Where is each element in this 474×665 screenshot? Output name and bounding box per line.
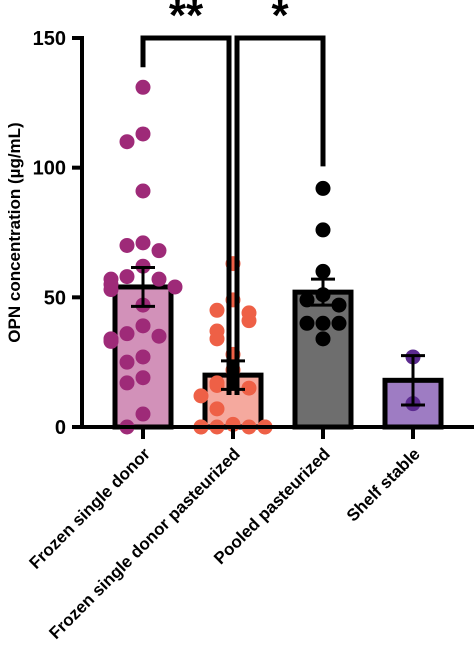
data-point-0-4 <box>135 235 151 251</box>
data-point-2-6 <box>315 315 331 331</box>
data-point-2-5 <box>331 297 347 313</box>
data-point-2-0 <box>315 180 331 196</box>
data-point-1-6 <box>209 331 225 347</box>
data-point-0-0 <box>135 79 151 95</box>
significance-bracket-1 <box>234 35 326 395</box>
x-category-label-3: Shelf stable <box>343 444 424 525</box>
y-tick-label-3: 150 <box>33 28 66 50</box>
data-point-0-6 <box>151 243 167 259</box>
data-point-1-13 <box>209 401 225 417</box>
significance-label-1: * <box>271 0 289 40</box>
data-point-1-2 <box>209 302 225 318</box>
data-point-0-13 <box>103 282 119 298</box>
data-point-1-11 <box>241 380 257 396</box>
data-point-0-17 <box>151 328 167 344</box>
data-point-0-20 <box>135 349 151 365</box>
y-axis-label: OPN concentration (µg/mL) <box>5 122 24 342</box>
y-tick-label-1: 50 <box>44 287 66 309</box>
data-point-2-2 <box>315 263 331 279</box>
significance-bracket-0 <box>140 35 232 395</box>
y-tick-label-2: 100 <box>33 158 66 180</box>
data-point-1-10 <box>209 378 225 394</box>
y-tick-label-0: 0 <box>55 417 66 439</box>
data-point-2-9 <box>315 331 331 347</box>
significance-label-0: ** <box>169 0 204 40</box>
data-point-0-23 <box>119 375 135 391</box>
data-point-0-15 <box>135 318 151 334</box>
data-point-0-5 <box>119 237 135 253</box>
data-point-1-4 <box>241 313 257 329</box>
data-point-0-24 <box>135 406 151 422</box>
data-point-0-1 <box>135 126 151 142</box>
data-point-2-7 <box>299 315 315 331</box>
data-point-0-16 <box>119 326 135 342</box>
data-point-2-4 <box>299 292 315 308</box>
data-point-0-22 <box>135 370 151 386</box>
data-point-0-19 <box>103 333 119 349</box>
data-point-0-8 <box>119 269 135 285</box>
data-point-0-12 <box>167 279 183 295</box>
data-point-2-1 <box>315 222 331 238</box>
data-point-1-12 <box>193 388 209 404</box>
data-point-0-3 <box>135 183 151 199</box>
data-point-0-21 <box>119 354 135 370</box>
data-point-0-9 <box>151 271 167 287</box>
bar-2 <box>292 289 354 430</box>
x-category-label-1: Frozen single donor pasteurized <box>45 444 243 642</box>
data-point-2-8 <box>331 315 347 331</box>
data-point-0-2 <box>119 134 135 150</box>
